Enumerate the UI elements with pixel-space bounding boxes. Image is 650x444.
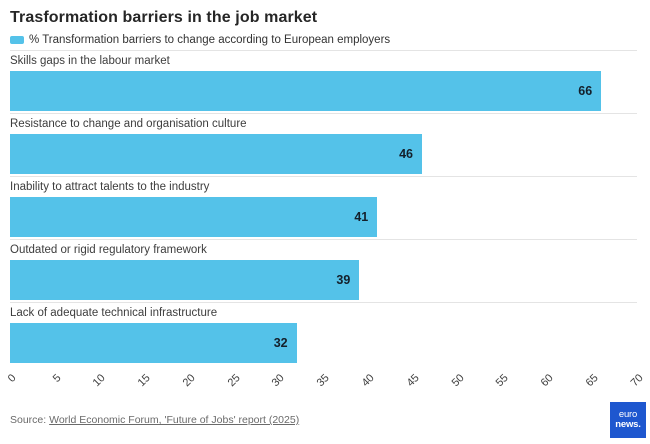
source-link[interactable]: World Economic Forum, 'Future of Jobs' r… (49, 414, 300, 426)
bar-track: 66 (10, 71, 637, 111)
bar-track: 32 (10, 323, 637, 363)
category-label: Outdated or rigid regulatory framework (10, 244, 207, 256)
legend-swatch-icon (10, 36, 24, 44)
legend-label: % Transformation barriers to change acco… (29, 34, 391, 46)
bar-value-label: 66 (578, 84, 593, 98)
bar-value-label: 41 (354, 210, 369, 224)
x-axis-tick-label: 35 (314, 372, 332, 390)
category-label: Inability to attract talents to the indu… (10, 181, 210, 193)
euronews-logo-text-top: euro (618, 409, 638, 421)
footer: Source: World Economic Forum, 'Future of… (10, 400, 646, 444)
x-axis-tick-label: 55 (493, 372, 512, 390)
category-label: Resistance to change and organisation cu… (10, 118, 247, 130)
x-axis-tick-label: 60 (538, 372, 556, 390)
category-label: Lack of adequate technical infrastructur… (10, 307, 218, 319)
x-axis-tick-label: 70 (628, 372, 646, 390)
x-axis-tick-label: 50 (449, 372, 467, 390)
bar-track: 46 (10, 134, 637, 174)
x-axis-tick-label: 0 (5, 372, 19, 385)
x-axis-tick-label: 20 (180, 372, 198, 390)
x-axis-tick-label: 15 (135, 372, 153, 390)
source-prefix: Source: (10, 414, 50, 426)
bar-chart: Skills gaps in the labour market 66 Resi… (10, 50, 637, 363)
euronews-logo: euro news. (610, 402, 646, 438)
bar: 32 (10, 323, 297, 363)
bar-track: 39 (10, 260, 637, 300)
x-axis: 0 5 10 15 20 25 30 35 40 45 50 55 60 65 70 (6, 365, 646, 397)
chart-row: Resistance to change and organisation cu… (10, 113, 637, 174)
bar: 46 (10, 134, 423, 174)
bar-track: 41 (10, 197, 637, 237)
bar: 39 (10, 260, 360, 300)
bar-value-label: 46 (399, 147, 414, 161)
chart-row: Lack of adequate technical infrastructur… (10, 302, 637, 363)
category-label: Skills gaps in the labour market (10, 55, 170, 67)
chart-row: Skills gaps in the labour market 66 (10, 50, 637, 111)
x-axis-tick-label: 25 (225, 372, 243, 390)
x-axis-tick-label: 45 (404, 372, 422, 390)
x-axis-tick-label: 40 (359, 372, 377, 390)
bar: 66 (10, 71, 602, 111)
source-line: Source: World Economic Forum, 'Future of… (10, 414, 299, 426)
chart-row: Outdated or rigid regulatory framework 3… (10, 239, 637, 300)
bar: 41 (10, 197, 378, 237)
legend: % Transformation barriers to change acco… (10, 34, 637, 46)
x-axis-tick-label: 65 (583, 372, 601, 390)
x-axis-tick-label: 30 (270, 372, 288, 390)
euronews-logo-text-bottom: news. (615, 419, 641, 430)
page-title: Trasformation barriers in the job market (10, 9, 318, 26)
x-axis-tick-label: 10 (90, 372, 109, 390)
bar-value-label: 39 (336, 273, 351, 287)
chart-row: Inability to attract talents to the indu… (10, 176, 637, 237)
x-axis-tick-label: 5 (50, 372, 64, 385)
bar-value-label: 32 (273, 336, 288, 350)
